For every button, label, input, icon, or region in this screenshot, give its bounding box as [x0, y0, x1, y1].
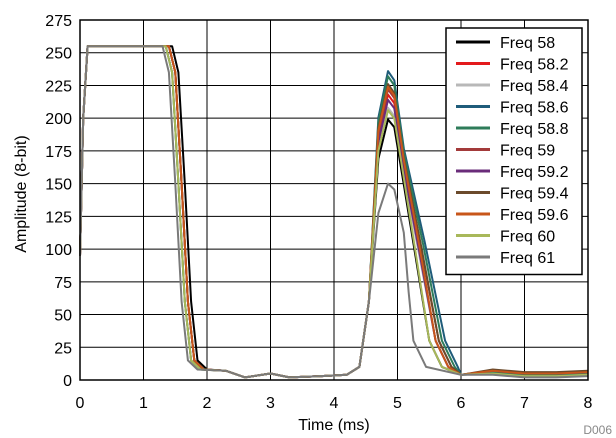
y-tick-label: 250: [45, 46, 72, 63]
legend-label: Freq 58.2: [500, 57, 569, 74]
legend-label: Freq 59.4: [500, 186, 569, 203]
legend-label: Freq 58.6: [500, 100, 569, 117]
legend-label: Freq 60: [500, 229, 555, 246]
legend-label: Freq 59: [500, 143, 555, 160]
legend-label: Freq 58.8: [500, 121, 569, 138]
y-tick-label: 175: [45, 144, 72, 161]
series-line-10: [79, 45, 589, 379]
x-tick-label: 7: [520, 395, 529, 412]
x-tick-label: 0: [76, 395, 85, 412]
y-tick-label: 150: [45, 177, 72, 194]
plot-frame: [79, 19, 589, 381]
legend-box: [445, 27, 583, 276]
legend-label: Freq 61: [500, 250, 555, 267]
y-tick-label: 200: [45, 111, 72, 128]
legend-label: Freq 58: [500, 35, 555, 52]
x-tick-label: 6: [457, 395, 466, 412]
x-tick-label: 1: [139, 395, 148, 412]
x-tick-label: 3: [266, 395, 275, 412]
y-axis-label: Amplitude (8-bit): [13, 135, 30, 252]
figure-id-label: D006: [583, 423, 612, 437]
y-tick-label: 0: [63, 373, 72, 390]
y-tick-label: 225: [45, 78, 72, 95]
y-tick-label: 275: [45, 13, 72, 30]
x-tick-label: 5: [393, 395, 402, 412]
series-lines: [79, 45, 589, 379]
x-tick-labels: 0 1 2 3 4 5 6 7 8: [76, 395, 593, 412]
legend-label: Freq 59.6: [500, 207, 569, 224]
y-tick-labels: 0 25 50 75 100 125 150 175 200 225 250 275: [45, 13, 72, 390]
legend-label: Freq 58.4: [500, 78, 569, 95]
y-tick-label: 25: [54, 340, 72, 357]
x-tick-label: 4: [330, 395, 339, 412]
y-tick-label: 50: [54, 308, 72, 325]
y-tick-label: 125: [45, 209, 72, 226]
x-tick-label: 2: [203, 395, 212, 412]
x-tick-label: 8: [584, 395, 593, 412]
x-axis-label: Time (ms): [298, 417, 369, 434]
y-tick-label: 75: [54, 275, 72, 292]
legend-label: Freq 59.2: [500, 164, 569, 181]
legend: Freq 58 Freq 58.2 Freq 58.4 Freq 58.6 Freq 5…: [445, 27, 583, 276]
y-tick-label: 100: [45, 242, 72, 259]
